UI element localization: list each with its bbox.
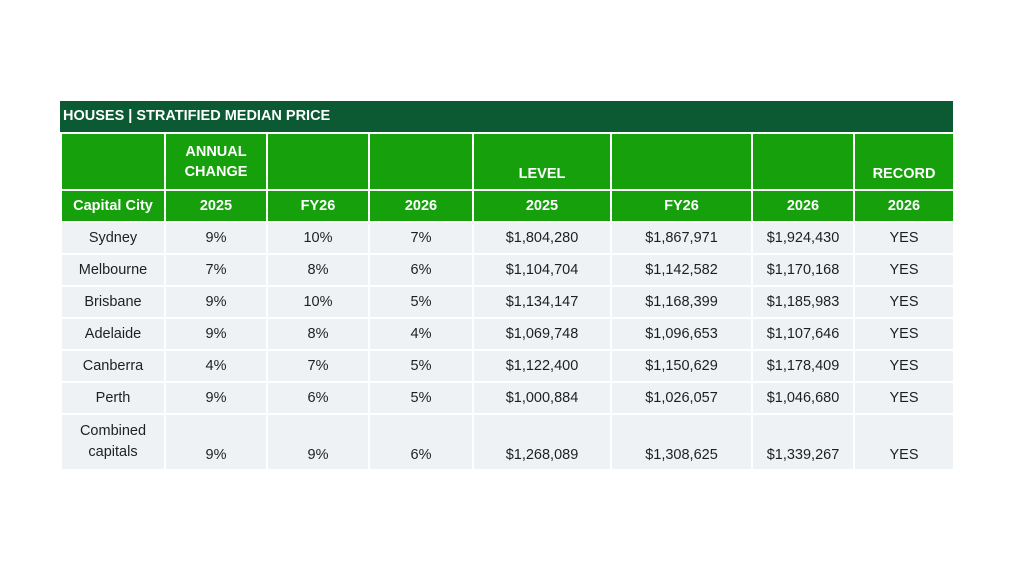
group-header-record: RECORD xyxy=(853,132,955,191)
value-cell: $1,168,399 xyxy=(610,285,753,319)
value-cell: 5% xyxy=(368,349,474,383)
table-row: Combined capitals 9% 9% 6% $1,268,089 $1,308,… xyxy=(60,413,955,471)
value-cell: 7% xyxy=(368,221,474,255)
city-name-cell: Brisbane xyxy=(60,285,166,319)
table-row: Adelaide 9% 8% 4% $1,069,748 $1,096,653 $1,107… xyxy=(60,317,955,351)
value-cell: 6% xyxy=(368,413,474,471)
value-cell: 5% xyxy=(368,285,474,319)
city-name-cell: Sydney xyxy=(60,221,166,255)
value-cell: $1,339,267 xyxy=(751,413,855,471)
value-cell: $1,104,704 xyxy=(472,253,612,287)
city-name-cell: Canberra xyxy=(60,349,166,383)
value-cell: YES xyxy=(853,285,955,319)
value-cell: $1,178,409 xyxy=(751,349,855,383)
value-cell: $1,134,147 xyxy=(472,285,612,319)
column-header-row: Capital City 2025 FY26 2026 2025 FY26 2026 2026 xyxy=(60,189,955,223)
value-cell: 9% xyxy=(266,413,370,471)
value-cell: 5% xyxy=(368,381,474,415)
group-header-row: ANNUAL CHANGE LEVEL RECORD xyxy=(60,132,955,191)
value-cell: 10% xyxy=(266,285,370,319)
value-cell: $1,867,971 xyxy=(610,221,753,255)
value-cell: $1,026,057 xyxy=(610,381,753,415)
value-cell: 9% xyxy=(164,221,268,255)
value-cell: 6% xyxy=(266,381,370,415)
table-row: Sydney 9% 10% 7% $1,804,280 $1,867,971 $1,924,… xyxy=(60,221,955,255)
value-cell: $1,122,400 xyxy=(472,349,612,383)
value-cell: $1,268,089 xyxy=(472,413,612,471)
value-cell: 9% xyxy=(164,413,268,471)
column-header: 2025 xyxy=(472,189,612,223)
value-cell: 9% xyxy=(164,285,268,319)
value-cell: $1,185,983 xyxy=(751,285,855,319)
group-header-empty xyxy=(266,132,370,191)
value-cell: 8% xyxy=(266,317,370,351)
city-name-cell: Melbourne xyxy=(60,253,166,287)
city-name-cell: Combined capitals xyxy=(60,413,166,471)
value-cell: $1,142,582 xyxy=(610,253,753,287)
table-row: Canberra 4% 7% 5% $1,122,400 $1,150,629 $1,178… xyxy=(60,349,955,383)
group-header-annual-change: ANNUAL CHANGE xyxy=(164,132,268,191)
value-cell: $1,046,680 xyxy=(751,381,855,415)
value-cell: 9% xyxy=(164,317,268,351)
group-header-level: LEVEL xyxy=(472,132,612,191)
table-body: Sydney 9% 10% 7% $1,804,280 $1,867,971 $1,924,… xyxy=(60,221,955,471)
value-cell: $1,096,653 xyxy=(610,317,753,351)
value-cell: 7% xyxy=(164,253,268,287)
value-cell: 8% xyxy=(266,253,370,287)
column-header: 2026 xyxy=(853,189,955,223)
city-name-cell: Perth xyxy=(60,381,166,415)
column-header: 2026 xyxy=(368,189,474,223)
value-cell: YES xyxy=(853,221,955,255)
value-cell: $1,170,168 xyxy=(751,253,855,287)
table-row: Brisbane 9% 10% 5% $1,134,147 $1,168,399 $1,18… xyxy=(60,285,955,319)
value-cell: YES xyxy=(853,413,955,471)
value-cell: 6% xyxy=(368,253,474,287)
value-cell: $1,150,629 xyxy=(610,349,753,383)
group-header-empty xyxy=(368,132,474,191)
group-header-empty xyxy=(60,132,166,191)
value-cell: 7% xyxy=(266,349,370,383)
table-row: Perth 9% 6% 5% $1,000,884 $1,026,057 $1,046,68… xyxy=(60,381,955,415)
column-header: FY26 xyxy=(266,189,370,223)
median-price-table: ANNUAL CHANGE LEVEL RECORD Capital City 2… xyxy=(60,132,955,471)
value-cell: $1,069,748 xyxy=(472,317,612,351)
column-header-capital-city: Capital City xyxy=(60,189,166,223)
group-header-empty xyxy=(751,132,855,191)
value-cell: $1,107,646 xyxy=(751,317,855,351)
value-cell: $1,000,884 xyxy=(472,381,612,415)
value-cell: YES xyxy=(853,317,955,351)
value-cell: YES xyxy=(853,253,955,287)
value-cell: YES xyxy=(853,349,955,383)
city-name-cell: Adelaide xyxy=(60,317,166,351)
value-cell: $1,308,625 xyxy=(610,413,753,471)
value-cell: 4% xyxy=(164,349,268,383)
value-cell: $1,804,280 xyxy=(472,221,612,255)
value-cell: 9% xyxy=(164,381,268,415)
value-cell: YES xyxy=(853,381,955,415)
median-price-table-container: HOUSES | STRATIFIED MEDIAN PRICE ANNUAL … xyxy=(60,101,955,471)
column-header: 2026 xyxy=(751,189,855,223)
group-header-empty xyxy=(610,132,753,191)
value-cell: $1,924,430 xyxy=(751,221,855,255)
table-row: Melbourne 7% 8% 6% $1,104,704 $1,142,582 $1,17… xyxy=(60,253,955,287)
table-title: HOUSES | STRATIFIED MEDIAN PRICE xyxy=(60,101,953,132)
value-cell: 4% xyxy=(368,317,474,351)
value-cell: 10% xyxy=(266,221,370,255)
column-header: FY26 xyxy=(610,189,753,223)
column-header: 2025 xyxy=(164,189,268,223)
